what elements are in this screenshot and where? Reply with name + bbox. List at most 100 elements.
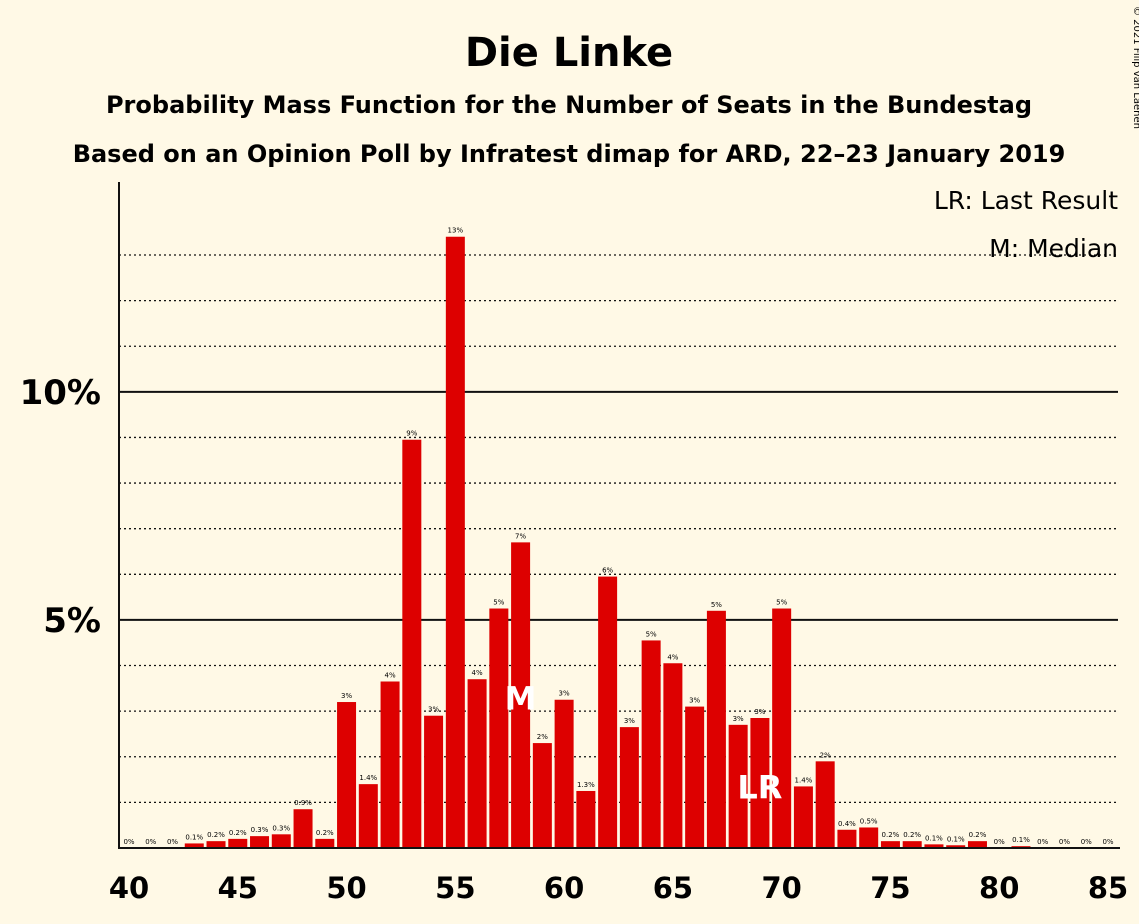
bar-59 bbox=[532, 743, 552, 848]
x-axis-ticks: 40 45 50 55 60 65 70 75 80 85 bbox=[109, 871, 1128, 905]
bar-71 bbox=[793, 786, 813, 848]
data-label-65: 4% bbox=[667, 653, 678, 661]
x-tick-label: 75 bbox=[870, 871, 910, 905]
data-label-84: 0% bbox=[1081, 838, 1092, 846]
data-label-72: 2% bbox=[820, 751, 831, 759]
bar-62 bbox=[598, 576, 618, 848]
y-tick-label: 5% bbox=[43, 601, 101, 641]
data-label-53: 9% bbox=[406, 430, 417, 438]
bar-56 bbox=[467, 679, 487, 848]
data-label-49: 0.2% bbox=[316, 829, 334, 837]
x-tick-label: 50 bbox=[326, 871, 366, 905]
y-tick-label: 10% bbox=[20, 373, 101, 413]
data-label-48: 0.9% bbox=[294, 799, 312, 807]
last-result-marker: LR bbox=[737, 768, 782, 806]
bar-51 bbox=[358, 784, 378, 848]
data-label-67: 5% bbox=[711, 601, 722, 609]
data-label-75: 0.2% bbox=[882, 831, 900, 839]
bar-48 bbox=[293, 809, 313, 848]
data-label-64: 5% bbox=[646, 630, 657, 638]
bar-78 bbox=[946, 845, 966, 848]
data-label-57: 5% bbox=[493, 599, 504, 607]
gridlines bbox=[119, 254, 1118, 804]
data-label-68: 3% bbox=[733, 715, 744, 723]
x-tick-label: 60 bbox=[544, 871, 584, 905]
bar-50 bbox=[337, 702, 357, 848]
data-label-45: 0.2% bbox=[229, 829, 247, 837]
legend-last-result: LR: Last Result bbox=[934, 186, 1118, 215]
legend-median: M: Median bbox=[989, 234, 1118, 263]
bar-54 bbox=[424, 715, 444, 848]
bar-63 bbox=[619, 727, 639, 848]
data-label-63: 3% bbox=[624, 717, 635, 725]
data-label-82: 0% bbox=[1037, 838, 1048, 846]
bar-65 bbox=[663, 663, 683, 848]
bar-markers: M LR bbox=[505, 679, 783, 806]
bar-58 bbox=[511, 542, 531, 848]
bar-76 bbox=[902, 841, 922, 848]
bar-70 bbox=[772, 608, 792, 848]
data-label-56: 4% bbox=[472, 669, 483, 677]
bar-68 bbox=[728, 724, 748, 848]
bar-73 bbox=[837, 829, 857, 848]
bar-45 bbox=[228, 838, 248, 848]
bar-52 bbox=[380, 681, 400, 848]
bar-47 bbox=[271, 834, 291, 848]
bar-66 bbox=[685, 706, 705, 848]
data-label-70: 5% bbox=[776, 599, 787, 607]
chart-subtitle-source: Based on an Opinion Poll by Infratest di… bbox=[73, 140, 1066, 168]
data-label-44: 0.2% bbox=[207, 831, 225, 839]
bars bbox=[184, 236, 1031, 848]
data-label-41: 0% bbox=[145, 838, 156, 846]
x-tick-label: 45 bbox=[218, 871, 258, 905]
bar-72 bbox=[815, 761, 835, 848]
data-label-69: 3% bbox=[754, 708, 765, 716]
data-label-50: 3% bbox=[341, 692, 352, 700]
chart-subtitle-poll-type: Probability Mass Function for the Number… bbox=[106, 91, 1032, 119]
bar-53 bbox=[402, 439, 422, 848]
data-label-81: 0.1% bbox=[1012, 836, 1030, 844]
chart-title: Die Linke bbox=[465, 30, 673, 76]
data-label-78: 0.1% bbox=[947, 835, 965, 843]
bar-43 bbox=[184, 843, 204, 848]
data-label-42: 0% bbox=[167, 838, 178, 846]
legend: LR: Last Result M: Median bbox=[934, 186, 1118, 263]
bar-74 bbox=[859, 827, 879, 848]
x-tick-label: 85 bbox=[1088, 871, 1128, 905]
bar-64 bbox=[641, 640, 661, 848]
data-label-71: 1.4% bbox=[795, 776, 813, 784]
data-label-46: 0.3% bbox=[251, 826, 269, 834]
data-label-79: 0.2% bbox=[969, 831, 987, 839]
data-label-40: 0% bbox=[123, 838, 134, 846]
data-label-74: 0.5% bbox=[860, 817, 878, 825]
data-label-83: 0% bbox=[1059, 838, 1070, 846]
data-label-58: 7% bbox=[515, 532, 526, 540]
median-marker: M bbox=[505, 679, 537, 717]
bar-46 bbox=[250, 836, 270, 848]
bar-67 bbox=[706, 610, 726, 848]
bar-55 bbox=[445, 236, 465, 848]
data-label-43: 0.1% bbox=[185, 833, 203, 841]
data-label-66: 3% bbox=[689, 697, 700, 705]
data-label-61: 1.3% bbox=[577, 781, 595, 789]
data-label-62: 6% bbox=[602, 567, 613, 575]
x-tick-label: 55 bbox=[435, 871, 475, 905]
x-tick-label: 70 bbox=[761, 871, 801, 905]
data-label-59: 2% bbox=[537, 733, 548, 741]
bar-49 bbox=[315, 838, 335, 848]
data-label-51: 1.4% bbox=[359, 774, 377, 782]
bar-77 bbox=[924, 844, 944, 848]
bar-61 bbox=[576, 790, 596, 848]
data-label-47: 0.3% bbox=[272, 824, 290, 832]
x-tick-label: 40 bbox=[109, 871, 149, 905]
bar-69 bbox=[750, 717, 770, 848]
data-label-55: 13% bbox=[448, 227, 464, 235]
data-label-85: 0% bbox=[1102, 838, 1113, 846]
x-tick-label: 80 bbox=[979, 871, 1019, 905]
bar-75 bbox=[880, 841, 900, 848]
x-tick-label: 65 bbox=[653, 871, 693, 905]
bar-79 bbox=[967, 841, 987, 848]
data-labels: 0% 0% 0% 0.1% 0.2% 0.2% 0.3% 0.3% 0.9% 0.2% 3% 1.4%… bbox=[123, 227, 1113, 846]
bar-44 bbox=[206, 841, 226, 848]
